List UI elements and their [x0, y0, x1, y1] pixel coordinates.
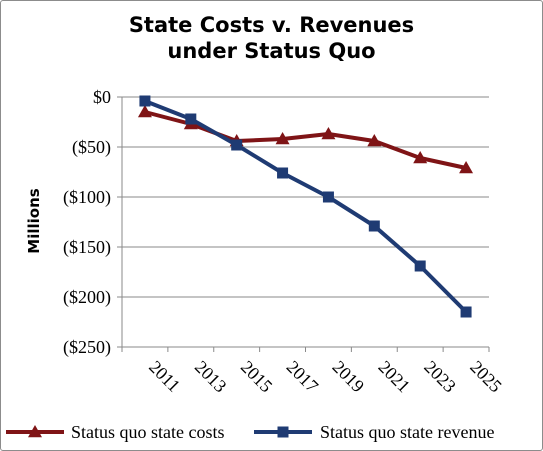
triangle-marker	[137, 105, 152, 118]
chart-title: State Costs v. Revenues under Status Quo	[0, 12, 543, 64]
x-tick-label: 2013	[191, 357, 231, 397]
legend-label: Status quo state costs	[71, 422, 225, 442]
square-marker	[277, 167, 289, 179]
series-group	[137, 95, 474, 318]
triangle-marker	[367, 134, 382, 147]
x-tick-label: 2015	[237, 357, 277, 397]
x-tick-label: 2019	[329, 357, 369, 397]
y-tick-label: ($200)	[63, 287, 111, 308]
chart-title-line-2: under Status Quo	[167, 39, 376, 63]
square-marker	[414, 260, 426, 272]
x-tick-label: 2025	[466, 357, 506, 397]
legend: Status quo state costs Status quo state r…	[6, 422, 494, 442]
y-tick-label: ($150)	[63, 237, 111, 258]
legend-triangle-icon	[28, 425, 42, 438]
x-tick-label: 2023	[420, 357, 460, 397]
series-state-revenue	[139, 95, 472, 318]
x-tick-label: 2021	[374, 357, 414, 397]
legend-label: Status quo state revenue	[320, 422, 494, 442]
series-line	[144, 110, 467, 170]
y-tick-label: $0	[93, 87, 111, 107]
legend-item-state-revenue: Status quo state revenue	[254, 422, 494, 442]
triangle-marker	[321, 127, 336, 140]
axes: $0($50)($100)($150)($200)($250)2011 2013 2…	[63, 87, 506, 396]
x-tick-label: 2011	[145, 357, 184, 396]
y-tick-label: ($50)	[72, 137, 111, 158]
chart-title-line-1: State Costs v. Revenues	[128, 13, 415, 37]
y-tick-label: ($100)	[63, 187, 111, 208]
x-tick-label: 2017	[283, 357, 323, 397]
triangle-marker	[275, 132, 290, 145]
triangle-marker	[413, 151, 428, 164]
triangle-marker	[459, 161, 474, 174]
legend-square-icon	[277, 426, 289, 438]
y-tick-label: ($250)	[63, 337, 111, 358]
square-marker	[368, 220, 380, 232]
square-marker	[139, 95, 151, 107]
y-axis-label: Millions	[25, 188, 43, 253]
legend-item-state-costs: Status quo state costs	[6, 422, 225, 442]
square-marker	[322, 191, 334, 203]
series-line	[144, 99, 468, 314]
square-marker	[460, 306, 472, 318]
square-marker	[231, 139, 243, 151]
square-marker	[185, 113, 197, 125]
